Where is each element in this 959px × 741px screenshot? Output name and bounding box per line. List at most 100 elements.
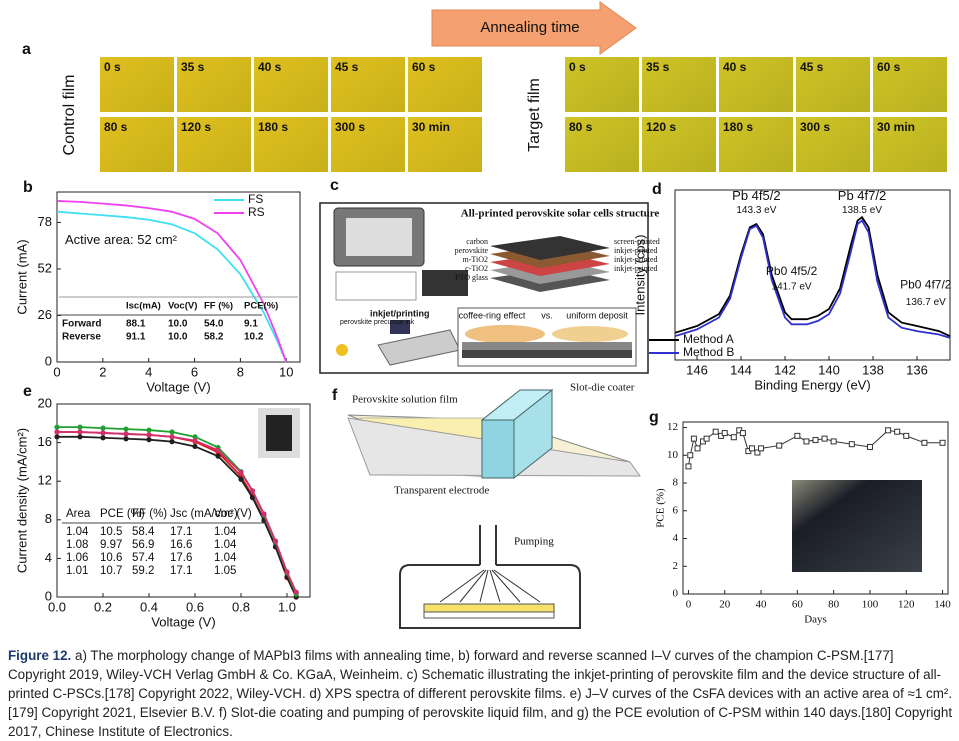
table-cell: 10.6 — [100, 552, 122, 564]
table-cell: 57.4 — [132, 552, 155, 564]
film-tile — [254, 117, 328, 172]
layer-label: m-TiO2 — [463, 255, 489, 264]
x-tick-label: 100 — [862, 599, 879, 611]
point — [123, 426, 129, 432]
point — [215, 453, 221, 459]
x-tick-label: 0 — [686, 599, 692, 611]
table-cell: Reverse — [62, 332, 101, 343]
x-tick-label: 8 — [237, 364, 244, 379]
point — [77, 434, 83, 440]
x-tick-label: 80 — [828, 599, 840, 611]
x-axis-label: Voltage (V) — [146, 379, 210, 394]
legend-label: Method B — [683, 345, 734, 359]
caption: Figure 12. a) The morphology change of M… — [8, 646, 953, 741]
point — [146, 437, 152, 443]
film-tile — [873, 57, 947, 112]
table-header: Voc (V) — [214, 508, 252, 520]
arrow — [431, 1, 637, 55]
legend-label: RS — [248, 205, 265, 219]
x-tick-label: 40 — [756, 599, 768, 611]
x-tick-label: 0.4 — [140, 599, 158, 614]
point — [776, 442, 783, 449]
table-cell: 1.04 — [214, 552, 237, 564]
plot-frame — [56, 403, 311, 598]
annotation: Pb0 4f7/2 — [900, 277, 952, 291]
x-tick-label: 60 — [792, 599, 804, 611]
series-line — [56, 210, 288, 363]
point — [730, 434, 737, 441]
table-cell: Forward — [62, 319, 101, 330]
table-cell: 1.05 — [214, 565, 236, 577]
layer-label: c-TiO2 — [465, 264, 488, 273]
table-header: Area — [66, 508, 91, 520]
film-tile — [796, 57, 870, 112]
x-tick-label: 136 — [906, 362, 928, 377]
point — [821, 435, 828, 442]
x-tick-label: 2 — [99, 364, 106, 379]
point — [894, 428, 901, 435]
y-tick-label: 16 — [38, 434, 52, 449]
tile-label: 45 s — [335, 60, 359, 74]
printing-label: inkjet/printing — [370, 308, 430, 318]
tile-label: 80 s — [104, 120, 128, 134]
caption-text: a) The morphology change of MAPbI3 films… — [8, 648, 953, 739]
film-tile — [873, 117, 947, 172]
table-cell: 91.1 — [126, 332, 146, 343]
module-photo — [792, 480, 922, 572]
table-cell: 10.2 — [244, 332, 264, 343]
table-cell: 1.04 — [214, 526, 237, 538]
film-tile — [642, 117, 716, 172]
x-tick-label: 1.0 — [278, 599, 296, 614]
table-cell: 1.08 — [66, 539, 88, 551]
method-label: inkjet-printed — [614, 246, 658, 255]
film-tile — [565, 57, 639, 112]
annotation: Pb0 4f5/2 — [766, 264, 818, 278]
y-tick-label: 26 — [38, 307, 52, 322]
film-tile — [408, 117, 482, 172]
point — [694, 445, 701, 452]
compare-label: coffee-ring effect — [459, 310, 526, 320]
table-cell: 10.0 — [168, 319, 188, 330]
point — [169, 439, 175, 445]
table-header: Voc(V) — [168, 301, 197, 312]
point — [272, 538, 279, 544]
table-cell: 1.04 — [214, 539, 237, 551]
table-cell: 1.01 — [66, 565, 88, 577]
tile-label: 30 min — [877, 120, 915, 134]
point — [703, 435, 710, 442]
series-line — [57, 431, 298, 593]
film-title: Control film — [61, 75, 78, 156]
table-cell: 10.5 — [100, 526, 122, 538]
y-tick-label: 8 — [673, 477, 679, 489]
point — [192, 434, 198, 440]
point — [100, 430, 106, 436]
annotation: 138.5 eV — [842, 205, 882, 216]
table-header: FF (%) — [204, 301, 233, 312]
x-tick-label: 144 — [730, 362, 752, 377]
x-tick-label: 10 — [279, 364, 293, 379]
point — [146, 432, 152, 438]
y-tick-label: 0 — [673, 588, 679, 600]
film-tile — [642, 57, 716, 112]
x-tick-label: 0.2 — [94, 599, 112, 614]
point — [903, 432, 910, 439]
point — [830, 438, 837, 445]
table-cell: 17.1 — [170, 565, 192, 577]
tile-label: 35 s — [181, 60, 205, 74]
panel-label: e — [23, 383, 32, 400]
annotation: 141.7 eV — [772, 282, 812, 293]
y-tick-label: 2 — [673, 560, 679, 572]
y-tick-label: 52 — [38, 260, 52, 275]
y-tick-label: 8 — [45, 511, 52, 526]
point — [238, 476, 244, 482]
point — [687, 452, 694, 459]
x-axis-label: Voltage (V) — [151, 614, 215, 629]
film-tile — [254, 57, 328, 112]
ink-label: perovskite precursor ink — [340, 319, 415, 326]
point — [721, 430, 728, 437]
film-tile — [796, 117, 870, 172]
x-tick-label: 0.8 — [232, 599, 250, 614]
y-tick-label: 12 — [667, 421, 678, 433]
y-tick-label: 0 — [45, 588, 52, 603]
layer-label: perovskite — [455, 246, 489, 255]
